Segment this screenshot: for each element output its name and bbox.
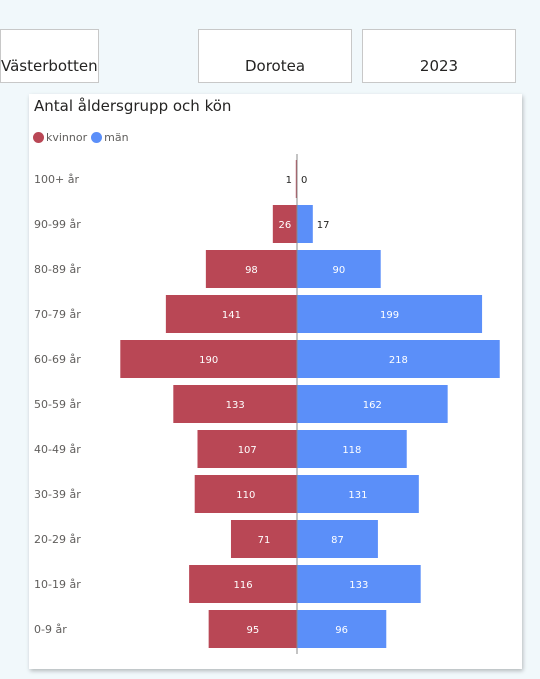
data-label-men: 118 — [342, 445, 361, 456]
bar-men — [297, 610, 387, 648]
bar-men — [297, 520, 378, 558]
bar-women — [205, 250, 297, 288]
legend-item-men[interactable]: män — [91, 131, 129, 144]
category-label: 20-29 år — [34, 533, 81, 546]
data-label-men: 87 — [331, 535, 344, 546]
data-label-women: 95 — [246, 625, 259, 636]
legend-dot-women — [33, 132, 44, 143]
data-label-women: 1 — [286, 175, 292, 186]
bar-women — [165, 295, 297, 333]
municipality-filter-card[interactable]: Dorotea — [198, 29, 352, 83]
bar-women — [194, 475, 297, 513]
data-label-women: 190 — [199, 355, 218, 366]
category-label: 70-79 år — [34, 308, 81, 321]
bar-women — [295, 160, 297, 198]
bar-women — [189, 565, 297, 603]
category-label: 80-89 år — [34, 263, 81, 276]
data-label-men: 96 — [335, 625, 348, 636]
data-label-women: 107 — [238, 445, 257, 456]
bar-women — [230, 520, 297, 558]
bar-men — [297, 565, 421, 603]
data-label-men: 0 — [301, 175, 307, 186]
data-label-men: 17 — [317, 220, 330, 231]
data-label-men: 133 — [349, 580, 368, 591]
category-label: 30-39 år — [34, 488, 81, 501]
bar-women — [173, 385, 297, 423]
category-label: 100+ år — [34, 173, 79, 186]
bar-women — [208, 610, 297, 648]
data-label-women: 71 — [258, 535, 271, 546]
data-label-women: 141 — [222, 310, 241, 321]
bar-men — [297, 250, 381, 288]
bar-women — [272, 205, 297, 243]
bar-men — [297, 430, 407, 468]
data-label-men: 162 — [363, 400, 382, 411]
legend-label-women: kvinnor — [46, 131, 88, 144]
bar-men — [297, 340, 500, 378]
data-label-men: 199 — [380, 310, 399, 321]
category-label: 90-99 år — [34, 218, 81, 231]
category-label: 60-69 år — [34, 353, 81, 366]
data-label-men: 131 — [348, 490, 367, 501]
chart-legend: kvinnor män — [33, 131, 133, 144]
data-label-women: 110 — [236, 490, 255, 501]
pyramid-chart: 100+ år 1 0 90-99 år 26 17 80-89 år 98 90 70-79 å… — [34, 154, 500, 654]
category-label: 10-19 år — [34, 578, 81, 591]
legend-label-men: män — [104, 131, 129, 144]
data-label-women: 133 — [226, 400, 245, 411]
bar-women — [197, 430, 297, 468]
year-filter-value: 2023 — [419, 57, 459, 75]
chart-title: Antal åldersgrupp och kön — [34, 97, 232, 115]
year-filter-card[interactable]: 2023 — [362, 29, 516, 83]
legend-item-women[interactable]: kvinnor — [33, 131, 87, 144]
data-label-women: 26 — [279, 220, 292, 231]
data-label-women: 116 — [234, 580, 253, 591]
bar-men — [297, 205, 313, 243]
bar-men — [297, 385, 448, 423]
category-label: 40-49 år — [34, 443, 81, 456]
data-label-men: 218 — [389, 355, 408, 366]
category-label: 50-59 år — [34, 398, 81, 411]
data-label-women: 98 — [245, 265, 258, 276]
region-filter-value: Västerbotten — [1, 57, 98, 75]
bar-men — [297, 295, 483, 333]
data-label-men: 90 — [332, 265, 345, 276]
legend-dot-men — [91, 132, 103, 143]
bar-men — [297, 475, 419, 513]
bar-women — [120, 340, 297, 378]
population-pyramid-card: Antal åldersgrupp och kön kvinnor män 10… — [29, 94, 522, 669]
category-label: 0-9 år — [34, 623, 67, 636]
region-filter-card[interactable]: Västerbotten — [0, 29, 99, 83]
municipality-filter-value: Dorotea — [244, 57, 306, 75]
